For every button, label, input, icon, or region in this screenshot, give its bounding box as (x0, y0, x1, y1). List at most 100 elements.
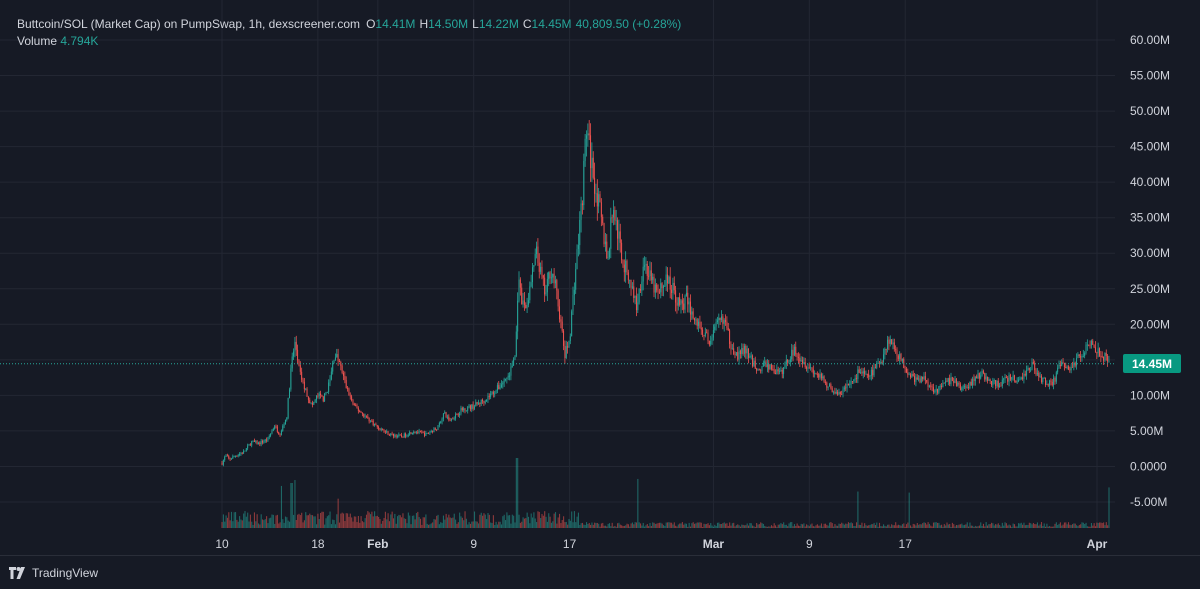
candle-body (719, 317, 721, 320)
candle-body (275, 426, 277, 428)
volume-bar (1067, 522, 1070, 528)
candle-body (419, 430, 421, 432)
volume-bar (851, 523, 854, 528)
volume-bar (263, 520, 265, 528)
candle-body (287, 397, 289, 418)
volume-bar (403, 518, 405, 528)
candle-body (534, 254, 536, 266)
candle-body (461, 408, 463, 411)
volume-bar (687, 526, 689, 528)
candle-body (303, 381, 305, 390)
footer-bar: TradingView (0, 555, 1200, 589)
volume-bar (270, 517, 272, 528)
volume-bar (372, 516, 374, 528)
candle-body (1039, 375, 1041, 377)
volume-bar (410, 524, 412, 528)
volume-bar (482, 515, 484, 528)
candle-body (699, 321, 701, 328)
candle-body (945, 380, 947, 383)
volume-bar (542, 515, 544, 528)
change-value: 40,809.50 (+0.28%) (575, 17, 682, 31)
volume-bar (452, 517, 454, 528)
candle-body (672, 282, 674, 294)
volume-bar (866, 525, 868, 528)
volume-bar (1047, 526, 1049, 528)
candle-body (475, 402, 477, 407)
volume-bar (417, 511, 419, 528)
candle-body (410, 432, 412, 435)
candle-body (401, 434, 403, 437)
volume-bar (1084, 523, 1086, 528)
volume-bar (267, 523, 269, 528)
volume-bar (861, 522, 863, 528)
volume-bar (679, 523, 681, 528)
price-chart[interactable]: 60.00M 55.00M 50.00M 45.00M 40.00M 35.00M 30.0… (0, 0, 1200, 556)
candle-body (775, 373, 776, 375)
candle-body (976, 376, 978, 379)
volume-bar (716, 522, 719, 528)
volume-bar (726, 523, 728, 528)
candle-body (403, 433, 405, 438)
volume-bar (769, 526, 771, 528)
candle-body (464, 408, 466, 412)
candle-body (491, 391, 493, 394)
y-tick-label: 35.00M (1130, 211, 1170, 225)
candle-body (1081, 356, 1083, 358)
candle-body (951, 377, 953, 381)
volume-bar (1001, 522, 1003, 528)
volume-bar (845, 523, 847, 528)
volume-bar (765, 526, 767, 528)
candle-body (770, 364, 772, 370)
candle-body (229, 458, 231, 460)
volume-bar (645, 525, 647, 528)
volume-bar (463, 520, 465, 528)
candle-body (908, 374, 910, 376)
candle-body (249, 444, 251, 446)
candle-body (1034, 363, 1036, 371)
volume-bar (515, 458, 517, 528)
volume-bar (905, 524, 908, 528)
candle-body (899, 353, 901, 359)
volume-bar (430, 523, 432, 528)
volume-bar (676, 526, 678, 528)
volume-bar (510, 523, 512, 528)
volume-bar (469, 523, 471, 528)
volume-bar (630, 523, 632, 528)
candle-body (904, 367, 906, 369)
candle-body (1040, 375, 1042, 383)
candle-body (1067, 366, 1069, 370)
volume-bar (835, 525, 837, 528)
candle-body (995, 380, 997, 387)
candle-body (297, 349, 299, 361)
candle-body (579, 219, 581, 246)
volume-bar (276, 514, 278, 528)
candle-body (653, 276, 655, 293)
candle-body (964, 386, 965, 388)
volume-bar (226, 517, 228, 528)
volume-bar (1012, 523, 1014, 528)
volume-bar (394, 513, 396, 528)
candle-body (973, 378, 975, 381)
candle-body (245, 448, 247, 451)
volume-bar (748, 525, 750, 528)
volume-bar (1101, 523, 1103, 528)
candle-body (386, 431, 388, 433)
candle-body (1103, 356, 1105, 361)
volume-bar (729, 522, 731, 528)
candle-body (954, 379, 956, 383)
chart-legend: Buttcoin/SOL (Market Cap) on PumpSwap, 1… (17, 16, 685, 49)
volume-bar (606, 526, 608, 528)
volume-bar (310, 514, 312, 528)
candle-body (1090, 340, 1092, 346)
candle-body (1027, 367, 1029, 371)
volume-bar (1036, 522, 1038, 528)
candle-body (988, 379, 990, 381)
volume-bar (1092, 525, 1094, 528)
volume-bar (703, 523, 705, 528)
tradingview-brand[interactable]: TradingView (9, 566, 98, 580)
candle-body (321, 395, 323, 397)
candle-body (723, 320, 725, 324)
volume-bar (527, 516, 530, 528)
candle-body (222, 460, 224, 465)
candle-body (959, 384, 961, 391)
